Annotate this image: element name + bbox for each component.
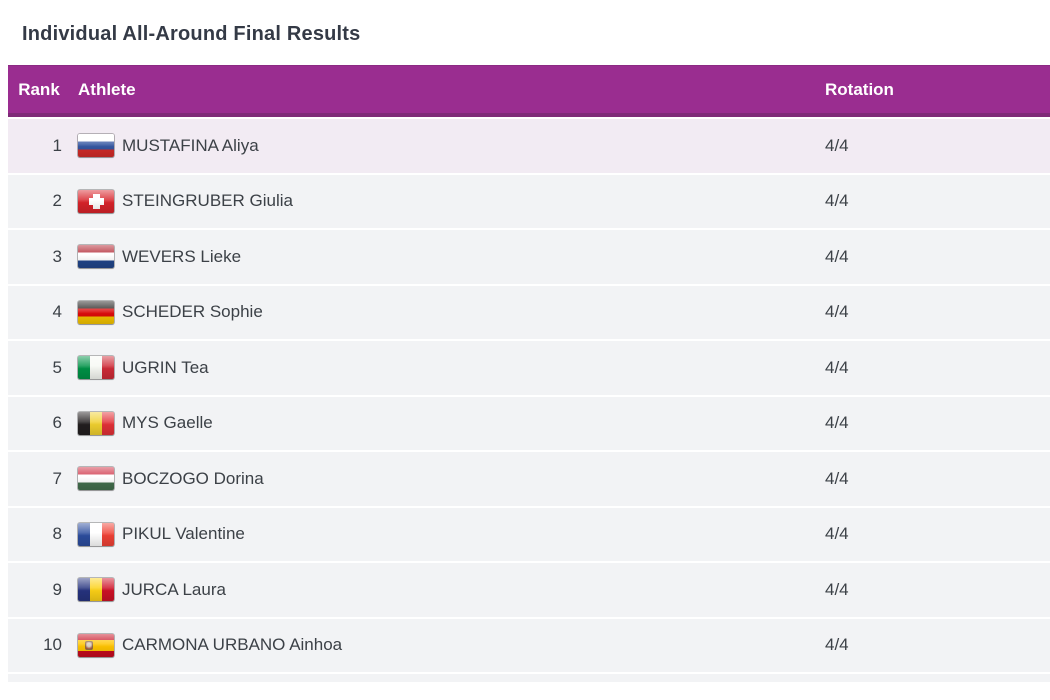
rotation-cell: 4/4: [825, 135, 849, 155]
rotation-cell: 4/4: [825, 524, 849, 544]
athlete-cell: PIKUL Valentine: [70, 522, 817, 546]
rotation-cell: 4/4: [825, 635, 849, 655]
athlete-name: PIKUL Valentine: [122, 524, 245, 544]
table-row[interactable]: 4 SCHEDER Sophie 4/4: [8, 285, 1050, 341]
athlete-cell: WEVERS Lieke: [70, 245, 817, 269]
table-row[interactable]: 7 BOCZOGO Dorina 4/4: [8, 452, 1050, 508]
rotation-cell: 4/4: [825, 579, 849, 599]
athlete-cell: JURCA Laura: [70, 578, 817, 602]
rank-cell: 6: [52, 413, 62, 433]
rank-cell: 10: [43, 635, 62, 655]
flag-spain-icon: [78, 633, 114, 657]
athlete-cell: MYS Gaelle: [70, 411, 817, 435]
table-row[interactable]: 6 MYS Gaelle 4/4: [8, 396, 1050, 452]
rotation-cell: 4/4: [825, 302, 849, 322]
rank-cell: 3: [52, 246, 62, 266]
table-row[interactable]: 1 MUSTAFINA Aliya 4/4: [8, 119, 1050, 175]
athlete-name: SCHEDER Sophie: [122, 302, 263, 322]
results-table: Rank Athlete Rotation 1 MUSTAFINA Aliya …: [8, 65, 1050, 682]
rotation-cell: 4/4: [825, 413, 849, 433]
athlete-cell: CARMONA URBANO Ainhoa: [70, 633, 817, 657]
athlete-name: WEVERS Lieke: [122, 246, 242, 266]
athlete-cell: STEINGRUBER Giulia: [70, 189, 817, 213]
table-header-row: Rank Athlete Rotation: [8, 65, 1050, 117]
athlete-cell: UGRIN Tea: [70, 356, 817, 380]
flag-belgium-icon: [78, 411, 114, 435]
rank-cell: 8: [52, 524, 62, 544]
athlete-cell: BOCZOGO Dorina: [70, 467, 817, 491]
flag-russia-icon: [78, 134, 114, 158]
flag-hungary-icon: [78, 467, 114, 491]
rank-cell: 9: [52, 579, 62, 599]
rank-cell: 4: [52, 302, 62, 322]
rank-cell: 7: [52, 468, 62, 488]
next-row-sliver: [8, 674, 1050, 682]
table-row[interactable]: 3 WEVERS Lieke 4/4: [8, 230, 1050, 286]
athlete-name: BOCZOGO Dorina: [122, 468, 264, 488]
table-row[interactable]: 5 UGRIN Tea 4/4: [8, 341, 1050, 397]
flag-france-icon: [78, 522, 114, 546]
flag-italy-icon: [78, 356, 114, 380]
athlete-name: JURCA Laura: [122, 579, 226, 599]
table-body: 1 MUSTAFINA Aliya 4/4 2 STEINGRUBER Giul…: [8, 119, 1050, 674]
athlete-name: MYS Gaelle: [122, 413, 213, 433]
rotation-cell: 4/4: [825, 246, 849, 266]
flag-switzerland-icon: [78, 189, 114, 213]
spain-crest: [85, 640, 93, 650]
athlete-cell: SCHEDER Sophie: [70, 300, 817, 324]
flag-romania-icon: [78, 578, 114, 602]
flag-germany-icon: [78, 300, 114, 324]
athlete-column-header: Athlete: [78, 79, 136, 99]
athlete-cell: MUSTAFINA Aliya: [70, 134, 817, 158]
rank-column-header: Rank: [18, 79, 60, 99]
athlete-name: MUSTAFINA Aliya: [122, 135, 259, 155]
rank-cell: 2: [52, 191, 62, 211]
rotation-column-header: Rotation: [825, 79, 894, 99]
rank-cell: 1: [52, 135, 62, 155]
table-row[interactable]: 10 CARMONA URBANO Ainhoa 4/4: [8, 618, 1050, 674]
athlete-name: UGRIN Tea: [122, 357, 209, 377]
rank-cell: 5: [52, 357, 62, 377]
rotation-cell: 4/4: [825, 191, 849, 211]
rotation-cell: 4/4: [825, 357, 849, 377]
table-row[interactable]: 8 PIKUL Valentine 4/4: [8, 507, 1050, 563]
flag-netherlands-icon: [78, 245, 114, 269]
table-row[interactable]: 2 STEINGRUBER Giulia 4/4: [8, 174, 1050, 230]
athlete-name: CARMONA URBANO Ainhoa: [122, 635, 343, 655]
page-title: Individual All-Around Final Results: [22, 23, 361, 45]
rotation-cell: 4/4: [825, 468, 849, 488]
athlete-name: STEINGRUBER Giulia: [122, 191, 293, 211]
table-row[interactable]: 9 JURCA Laura 4/4: [8, 563, 1050, 619]
header-separator: [8, 117, 1050, 119]
